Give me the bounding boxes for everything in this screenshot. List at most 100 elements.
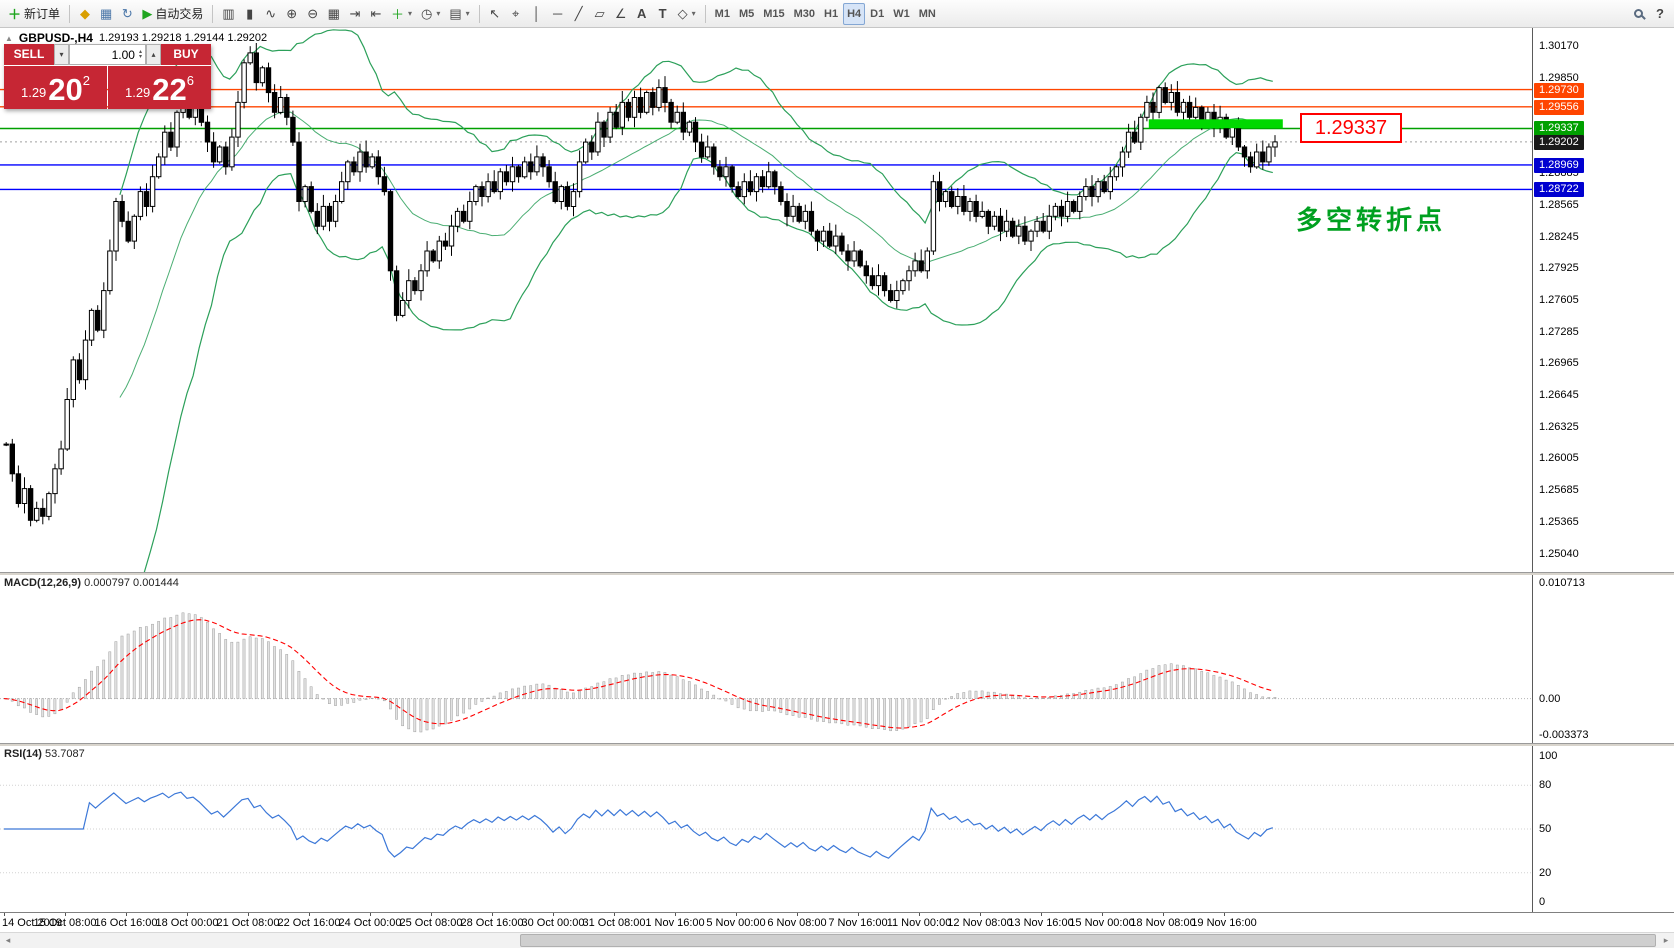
buy-price-sup: 6 <box>186 73 195 88</box>
bar-chart-icon[interactable]: ▥ <box>222 5 235 21</box>
price-axis-label: 1.26965 <box>1539 357 1579 370</box>
vertical-line-icon[interactable]: │ <box>532 6 541 21</box>
timeframe-m1[interactable]: M1 <box>714 7 730 20</box>
indicators-icon[interactable]: ＋ ▾ <box>390 7 412 22</box>
text-label-icon[interactable]: T <box>658 6 667 21</box>
timeframe-m5[interactable]: M5 <box>738 7 755 20</box>
symbol-period-label: GBPUSD-,H4 <box>18 31 93 45</box>
time-axis-label: 5 Nov 00:00 <box>706 917 766 929</box>
rsi-name: RSI(14) <box>4 748 42 760</box>
macd-axis-label: 0.00 <box>1539 692 1561 705</box>
line-chart-icon[interactable]: ∿ <box>265 5 277 21</box>
sell-price-sup: 2 <box>82 73 91 88</box>
zoom-out-icon[interactable]: ⊖ <box>307 5 319 21</box>
help-icon[interactable]: ? <box>1656 6 1664 21</box>
new-order-button[interactable]: ＋ 新订单 <box>4 3 64 25</box>
channel-icon[interactable]: ▱ <box>594 5 605 21</box>
pane-separator[interactable] <box>0 743 1674 746</box>
time-axis-label: 14 Oct 2019 <box>2 917 62 929</box>
autotrading-icon: ▶ <box>142 5 153 21</box>
timeframe-m15[interactable]: M15 <box>763 7 785 20</box>
scroll-left-arrow-icon[interactable]: ◂ <box>5 935 11 945</box>
autotrading-label: 自动交易 <box>155 7 204 21</box>
periods-icon[interactable]: ◷ ▾ <box>420 5 441 21</box>
timeframe-h4[interactable]: H4 <box>843 2 866 25</box>
horizontal-scrollbar[interactable]: ◂ ▸ <box>0 932 1674 948</box>
price-axis-label: 1.26645 <box>1539 389 1579 402</box>
tile-windows-icon[interactable]: ▦ <box>327 5 340 21</box>
time-axis-label: 12 Nov 08:00 <box>947 917 1013 929</box>
timeframe-m30[interactable]: M30 <box>793 7 816 20</box>
annotation-text[interactable]: 多空转折点 <box>1296 205 1447 235</box>
community-refresh-icon[interactable]: ↻ <box>121 5 133 21</box>
buy-button[interactable]: BUY <box>161 44 211 65</box>
horizontal-line-icon[interactable]: ─ <box>553 6 563 21</box>
auto-scroll-icon[interactable]: ⇥ <box>349 5 361 21</box>
buy-price-tile[interactable]: 1.29 22 6 <box>108 66 211 109</box>
time-axis-label: 15 Nov 00:00 <box>1069 917 1135 929</box>
timeframe-h1[interactable]: H1 <box>824 7 839 20</box>
price-axis-label: 1.27925 <box>1539 262 1579 275</box>
sell-dropdown-icon[interactable]: ▾ <box>54 44 69 65</box>
shapes-icon[interactable]: ◇ ▾ <box>677 5 696 21</box>
price-axis-label: 1.25040 <box>1539 548 1579 560</box>
text-icon[interactable]: A <box>636 6 647 21</box>
collapse-panel-icon[interactable]: ▲ <box>5 33 13 43</box>
zoom-in-icon[interactable]: ⊕ <box>286 5 298 21</box>
timeframe-mn[interactable]: MN <box>918 7 936 20</box>
templates-icon[interactable]: ▤ ▾ <box>449 5 470 21</box>
macd-chart <box>0 612 1532 733</box>
main-chart-pane[interactable]: ▲ GBPUSD-,H4 1.29193 1.29218 1.29144 1.2… <box>0 28 1532 572</box>
time-axis-label: 7 Nov 16:00 <box>828 917 888 929</box>
rsi-axis-label: 20 <box>1539 866 1552 879</box>
chart-window-icon[interactable]: ▦ <box>100 5 113 21</box>
metaquotes-market-icon[interactable]: ◆ <box>80 5 91 21</box>
rsi-label: RSI(14) 53.7087 <box>4 748 85 760</box>
price-tag: 1.29202 <box>1534 134 1584 150</box>
time-axis[interactable]: 14 Oct 2019 15 Oct 08:00 16 Oct 16:00 18 Oc… <box>0 912 1674 932</box>
price-axis-label: 1.27285 <box>1539 325 1579 338</box>
volume-spinner[interactable]: ▴ ▾ <box>138 48 142 60</box>
macd-axis-label: -0.003373 <box>1539 729 1589 741</box>
buy-dropdown-icon[interactable]: ▴ <box>146 44 161 65</box>
autotrading-button[interactable]: ▶ 自动交易 <box>138 3 207 25</box>
highlight-rectangle-object[interactable] <box>1148 119 1283 129</box>
macd-label: MACD(12,26,9) 0.000797 0.001444 <box>4 577 179 589</box>
candlestick-chart-icon[interactable]: ▮ <box>246 5 254 21</box>
sell-button[interactable]: SELL <box>4 44 54 65</box>
scroll-right-arrow-icon[interactable]: ▸ <box>1663 935 1669 945</box>
candlestick-chart[interactable] <box>0 28 1532 572</box>
crosshair-icon[interactable]: ⌖ <box>511 5 520 21</box>
volume-input[interactable]: 1.00 ▴ ▾ <box>69 44 146 65</box>
bollinger-lower-band <box>143 152 1273 572</box>
cursor-icon[interactable]: ↖ <box>489 5 501 21</box>
price-axis-label: 1.29850 <box>1539 71 1579 84</box>
time-axis-label: 24 Oct 00:00 <box>338 917 402 929</box>
price-callout-label[interactable]: 1.29337 <box>1300 113 1402 143</box>
time-axis-label: 18 Nov 08:00 <box>1130 917 1196 929</box>
chart-shift-icon[interactable]: ⇤ <box>370 5 382 21</box>
rsi-axis-label: 100 <box>1539 750 1558 762</box>
timeframe-w1[interactable]: W1 <box>893 7 910 20</box>
rsi-axis-label: 80 <box>1539 779 1552 792</box>
pane-separator[interactable] <box>0 572 1674 575</box>
time-axis-label: 30 Oct 00:00 <box>521 917 585 929</box>
rsi-pane[interactable]: RSI(14) 53.7087 <box>0 746 1532 912</box>
search-icon[interactable] <box>1628 3 1648 25</box>
time-axis-label: 16 Oct 16:00 <box>94 917 158 929</box>
price-tag: 1.28722 <box>1534 182 1584 198</box>
bollinger-upper-band <box>119 29 1273 225</box>
toolbar-separator <box>212 4 214 23</box>
toolbar-separator <box>69 4 71 23</box>
trendline-icon[interactable]: ╱ <box>574 5 583 21</box>
sell-price-tile[interactable]: 1.29 20 2 <box>4 66 107 109</box>
time-axis-label: 28 Oct 16:00 <box>460 917 524 929</box>
sell-price-big: 20 <box>48 72 83 107</box>
price-axis-label: 1.27605 <box>1539 294 1579 306</box>
timeframe-d1[interactable]: D1 <box>870 7 885 20</box>
macd-pane[interactable]: MACD(12,26,9) 0.000797 0.001444 <box>0 575 1532 743</box>
time-axis-label: 22 Oct 16:00 <box>277 917 341 929</box>
scrollbar-thumb[interactable] <box>520 934 1656 947</box>
price-axis[interactable]: 1.30170 1.29850 1.28885 1.28565 1.28245 1.279… <box>1532 28 1674 912</box>
fibonacci-icon[interactable]: ∠ <box>614 5 627 21</box>
